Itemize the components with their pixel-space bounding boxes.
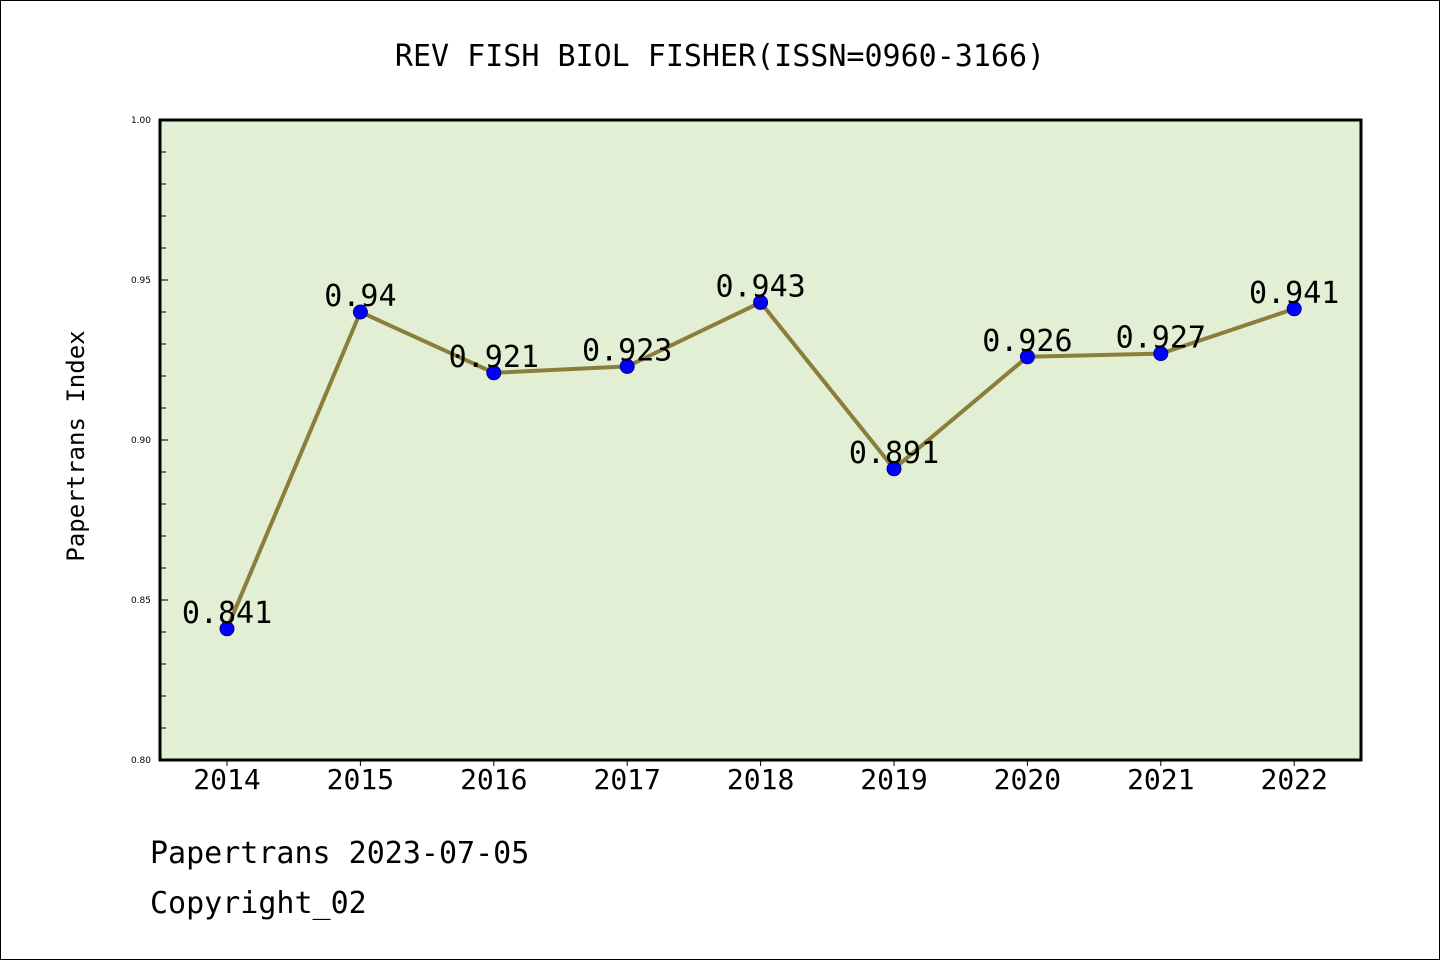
- y-tick-label: 1.00: [131, 116, 151, 126]
- data-label: 0.943: [715, 269, 805, 304]
- y-tick-label: 0.85: [131, 596, 151, 606]
- footer-date: Papertrans 2023-07-05: [150, 836, 530, 871]
- data-point: [619, 358, 635, 374]
- x-tick-label: 2020: [994, 763, 1061, 796]
- data-label: 0.841: [182, 596, 272, 631]
- footer-copyright: Copyright_02: [150, 886, 367, 921]
- data-point: [1019, 349, 1035, 365]
- data-point: [352, 304, 368, 320]
- data-point: [753, 294, 769, 310]
- data-point: [1286, 301, 1302, 317]
- data-label: 0.941: [1249, 276, 1339, 311]
- data-point: [219, 621, 235, 637]
- data-label: 0.927: [1116, 321, 1206, 356]
- data-label: 0.94: [324, 279, 396, 314]
- x-tick-label: 2021: [1127, 763, 1194, 796]
- plot-area: [160, 120, 1361, 760]
- data-point: [1153, 346, 1169, 362]
- data-label: 0.926: [982, 324, 1072, 359]
- x-tick-label: 2022: [1260, 763, 1327, 796]
- plot-frame: [158, 118, 1363, 762]
- data-label: 0.921: [449, 340, 539, 375]
- x-tick-label: 2019: [860, 763, 927, 796]
- x-tick-label: 2014: [193, 763, 260, 796]
- x-tick-label: 2018: [727, 763, 794, 796]
- data-point: [886, 461, 902, 477]
- chart-title: REV FISH BIOL FISHER(ISSN=0960-3166): [395, 39, 1045, 74]
- x-tick-label: 2016: [460, 763, 527, 796]
- y-axis-label: Papertrans Index: [62, 330, 90, 561]
- data-label: 0.891: [849, 436, 939, 471]
- x-tick-label: 2015: [327, 763, 394, 796]
- y-tick-label: 0.90: [131, 436, 151, 446]
- y-tick-label: 0.80: [131, 756, 151, 766]
- y-tick-label: 0.95: [131, 276, 151, 286]
- x-tick-label: 2017: [593, 763, 660, 796]
- data-label: 0.923: [582, 333, 672, 368]
- data-point: [486, 365, 502, 381]
